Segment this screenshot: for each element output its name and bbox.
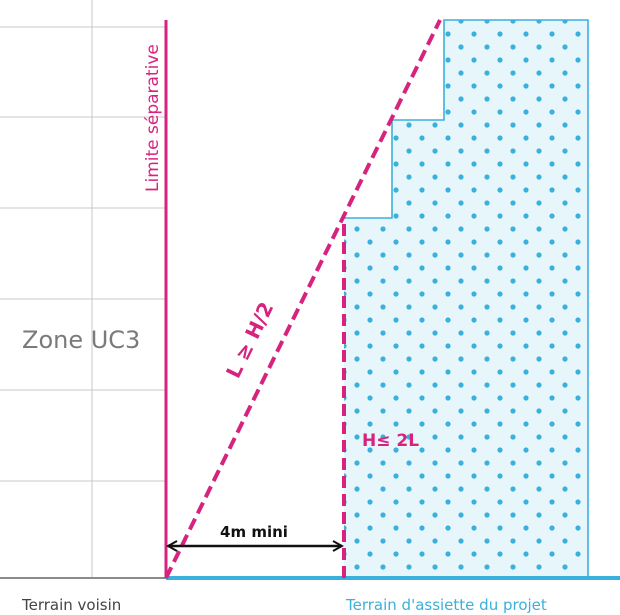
slope-rule-label: L ≥ H/2 [221, 298, 278, 382]
project-land-label: Terrain d'assiette du projet [345, 596, 547, 614]
zone-label: Zone UC3 [22, 326, 140, 354]
neighbor-zone-grid [0, 0, 166, 578]
building-dots [344, 20, 588, 578]
min-distance-label: 4m mini [220, 523, 288, 541]
slope-dashed-line [164, 19, 442, 579]
neighbor-land-label: Terrain voisin [21, 596, 121, 614]
building-outline [344, 19, 589, 578]
height-rule-label: H≤ 2L [362, 431, 419, 451]
separation-limit-label: Limite séparative [143, 44, 163, 192]
